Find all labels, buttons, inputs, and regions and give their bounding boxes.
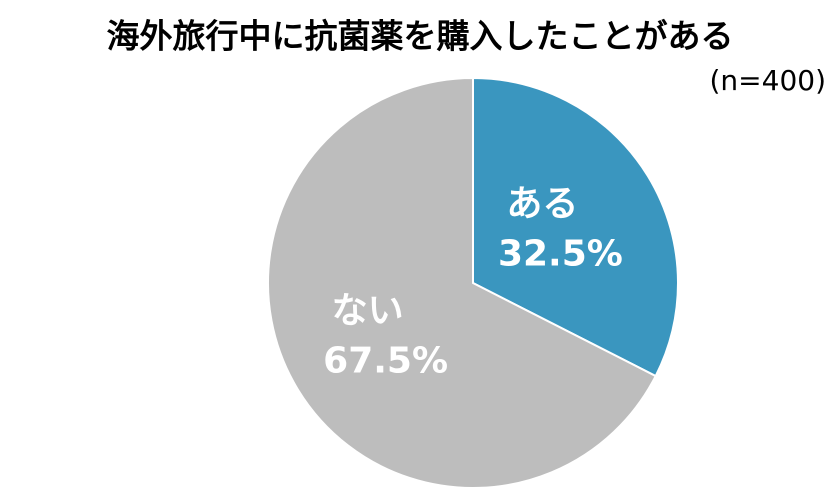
slice-category-label: ある (506, 183, 578, 224)
chart-title: 海外旅行中に抗菌薬を購入したことがある (107, 17, 734, 56)
chart-subtitle: (n=400) (710, 64, 827, 97)
slice-value-label: 32.5% (498, 233, 623, 274)
pie-slice (472, 76, 679, 378)
slice-value-label: 67.5% (323, 341, 448, 382)
slice-category-label: ない (332, 291, 404, 332)
pie-slice (267, 76, 658, 488)
